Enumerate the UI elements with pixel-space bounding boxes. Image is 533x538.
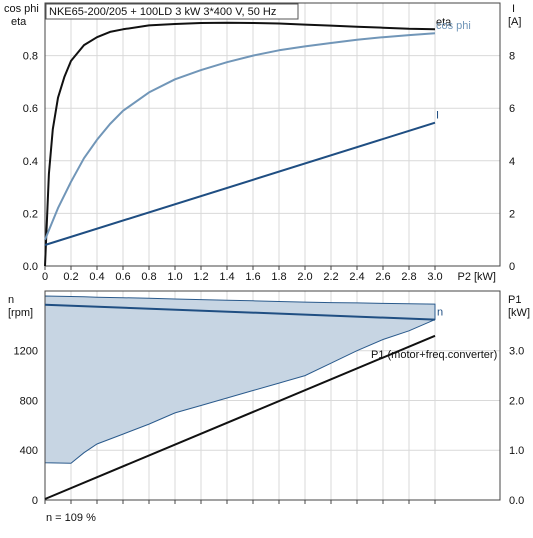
bottom-plot-frame: [44, 290, 501, 501]
top-x-tick-label: 1.0: [167, 271, 182, 283]
bottom-y-left-axis-label: [rpm]: [8, 307, 33, 319]
top-x-tick-label: 1.8: [271, 271, 286, 283]
bottom-y-right-tick-label: 3.0: [509, 346, 524, 358]
top-y-right-tick-label: 8: [509, 51, 515, 63]
bottom-y-left-tick-label: 1200: [14, 346, 38, 358]
top-x-tick-label: 2.4: [349, 271, 364, 283]
top-y-right-tick-label: 2: [509, 208, 515, 220]
top-y-left-tick-label: 0.4: [23, 156, 38, 168]
bottom-y-left-tick-label: 400: [20, 445, 38, 457]
top-x-tick-label: 0.4: [89, 271, 104, 283]
top-plot-frame: [44, 2, 501, 267]
top-y-right-tick-label: 6: [509, 103, 515, 115]
bottom-y-right-tick-label: 2.0: [509, 395, 524, 407]
chart-title-box: [45, 3, 299, 20]
bottom-y-right-tick-label: 1.0: [509, 445, 524, 457]
top-y-right-axis-label: [A]: [508, 16, 521, 28]
speed-operating-band: [44, 295, 436, 464]
series-line-cos-phi: [44, 32, 436, 241]
bottom-y-right-tick-label: 0.0: [509, 495, 524, 507]
series-label-n: n: [437, 307, 443, 319]
series-label-p1: P1 (motor+freq.converter): [371, 349, 497, 361]
top-y-right-tick-label: 0: [509, 261, 515, 273]
bottom-y-left-tick-label: 0: [32, 495, 38, 507]
series-label-cos-phi: cos phi: [436, 20, 471, 32]
efficiency-footnote: n = 109 %: [46, 512, 96, 524]
top-x-tick-label: 1.4: [219, 271, 234, 283]
top-x-axis-label: P2 [kW]: [457, 271, 496, 283]
top-x-tick-label: 0: [42, 271, 48, 283]
top-x-tick-label: 2.8: [401, 271, 416, 283]
bottom-y-right-axis-label: P1: [508, 294, 521, 306]
bottom-y-left-tick-label: 800: [20, 395, 38, 407]
top-y-right-axis-label: I: [512, 3, 515, 15]
top-y-left-axis-label: cos phi: [4, 3, 39, 15]
top-y-left-tick-label: 0.0: [23, 261, 38, 273]
top-x-tick-label: 0.2: [63, 271, 78, 283]
top-x-tick-label: 2.0: [297, 271, 312, 283]
series-line-i: [44, 121, 436, 246]
top-x-tick-label: 1.2: [193, 271, 208, 283]
top-y-left-tick-label: 0.6: [23, 103, 38, 115]
top-x-tick-label: 3.0: [427, 271, 442, 283]
top-y-right-tick-label: 4: [509, 156, 515, 168]
bottom-y-right-axis-label: [kW]: [508, 307, 530, 319]
series-line-n: [44, 303, 436, 321]
top-x-tick-label: 0.6: [115, 271, 130, 283]
series-line-eta: [44, 21, 436, 267]
series-line-p1: [44, 334, 436, 500]
top-x-tick-label: 2.6: [375, 271, 390, 283]
series-label-eta: eta: [436, 16, 452, 28]
top-x-tick-label: 0.8: [141, 271, 156, 283]
motor-characteristics-chart: 0 0.2 0.4 0.6 0.8 1.0 1.2 1.4 1.6 1.8 2.0 2.2 2.4 2.6…: [4, 2, 521, 283]
top-y-left-tick-label: 0.8: [23, 51, 38, 63]
top-x-tick-label: 1.6: [245, 271, 260, 283]
top-y-left-tick-label: 0.2: [23, 208, 38, 220]
top-x-tick-label: 2.2: [323, 271, 338, 283]
top-y-left-axis-label: eta: [11, 16, 27, 28]
chart-title: NKE65-200/205 + 100LD 3 kW 3*400 V, 50 H…: [49, 6, 276, 18]
series-label-i: I: [436, 110, 439, 122]
bottom-y-left-axis-label: n: [8, 294, 14, 306]
